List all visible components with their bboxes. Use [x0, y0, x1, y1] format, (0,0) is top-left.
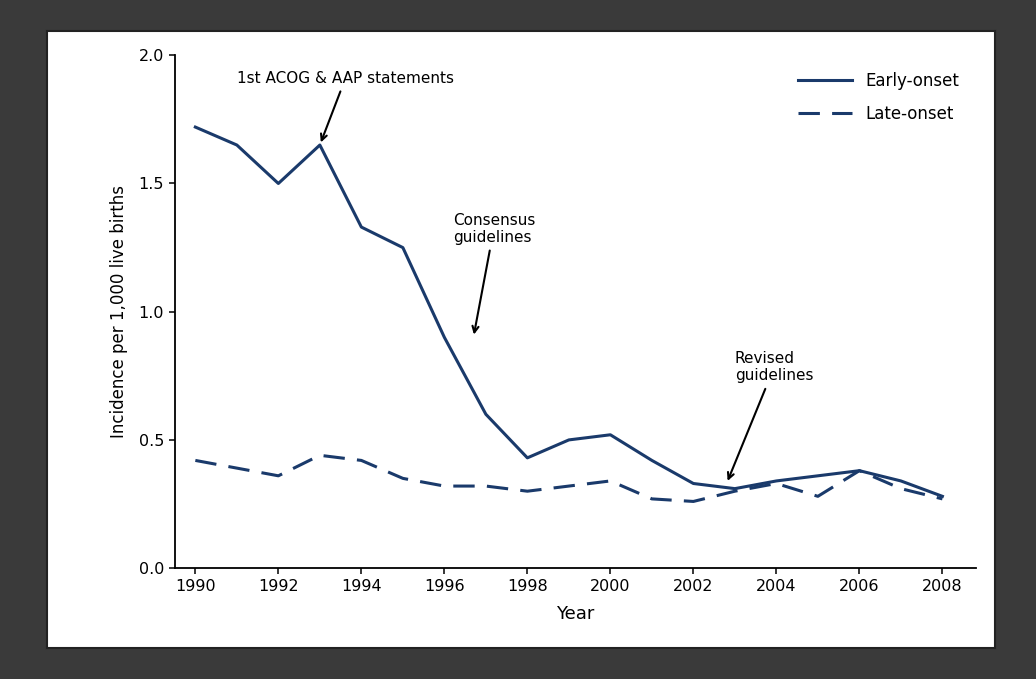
Late-onset	[397, 475, 409, 483]
Early-onset	[272, 179, 285, 187]
Text: Consensus
guidelines: Consensus guidelines	[453, 213, 535, 332]
X-axis label: Year: Year	[556, 604, 595, 623]
Late-onset	[937, 495, 949, 503]
Early-onset	[397, 244, 409, 252]
Early-onset	[937, 492, 949, 500]
Text: 1st ACOG & AAP statements: 1st ACOG & AAP statements	[237, 71, 454, 141]
Early-onset	[895, 477, 908, 485]
Late-onset	[438, 482, 451, 490]
Early-onset	[521, 454, 534, 462]
Early-onset	[854, 466, 866, 475]
Late-onset	[314, 452, 326, 460]
Early-onset	[438, 333, 451, 342]
Early-onset	[480, 410, 492, 418]
Late-onset	[728, 487, 741, 495]
Early-onset	[231, 141, 243, 149]
Y-axis label: Incidence per 1,000 live births: Incidence per 1,000 live births	[110, 185, 127, 438]
Late-onset	[355, 456, 368, 464]
Early-onset	[645, 456, 658, 464]
Late-onset	[687, 498, 699, 506]
Late-onset	[604, 477, 616, 485]
Late-onset	[854, 466, 866, 475]
Late-onset	[272, 472, 285, 480]
Early-onset	[355, 223, 368, 231]
Late-onset	[811, 492, 824, 500]
Early-onset	[728, 485, 741, 493]
Late-onset	[770, 479, 782, 488]
Late-onset	[895, 485, 908, 493]
Early-onset	[314, 141, 326, 149]
Early-onset	[563, 436, 575, 444]
Late-onset	[645, 495, 658, 503]
Line: Early-onset: Early-onset	[196, 127, 943, 496]
Early-onset	[687, 479, 699, 488]
Late-onset	[480, 482, 492, 490]
Early-onset	[190, 123, 202, 131]
Late-onset	[521, 487, 534, 495]
Late-onset	[563, 482, 575, 490]
Early-onset	[604, 430, 616, 439]
Early-onset	[811, 472, 824, 480]
Late-onset	[231, 464, 243, 472]
Line: Late-onset: Late-onset	[196, 456, 943, 502]
Legend: Early-onset, Late-onset: Early-onset, Late-onset	[790, 64, 968, 131]
Text: Revised
guidelines: Revised guidelines	[728, 351, 813, 479]
Early-onset	[770, 477, 782, 485]
Late-onset	[190, 456, 202, 464]
